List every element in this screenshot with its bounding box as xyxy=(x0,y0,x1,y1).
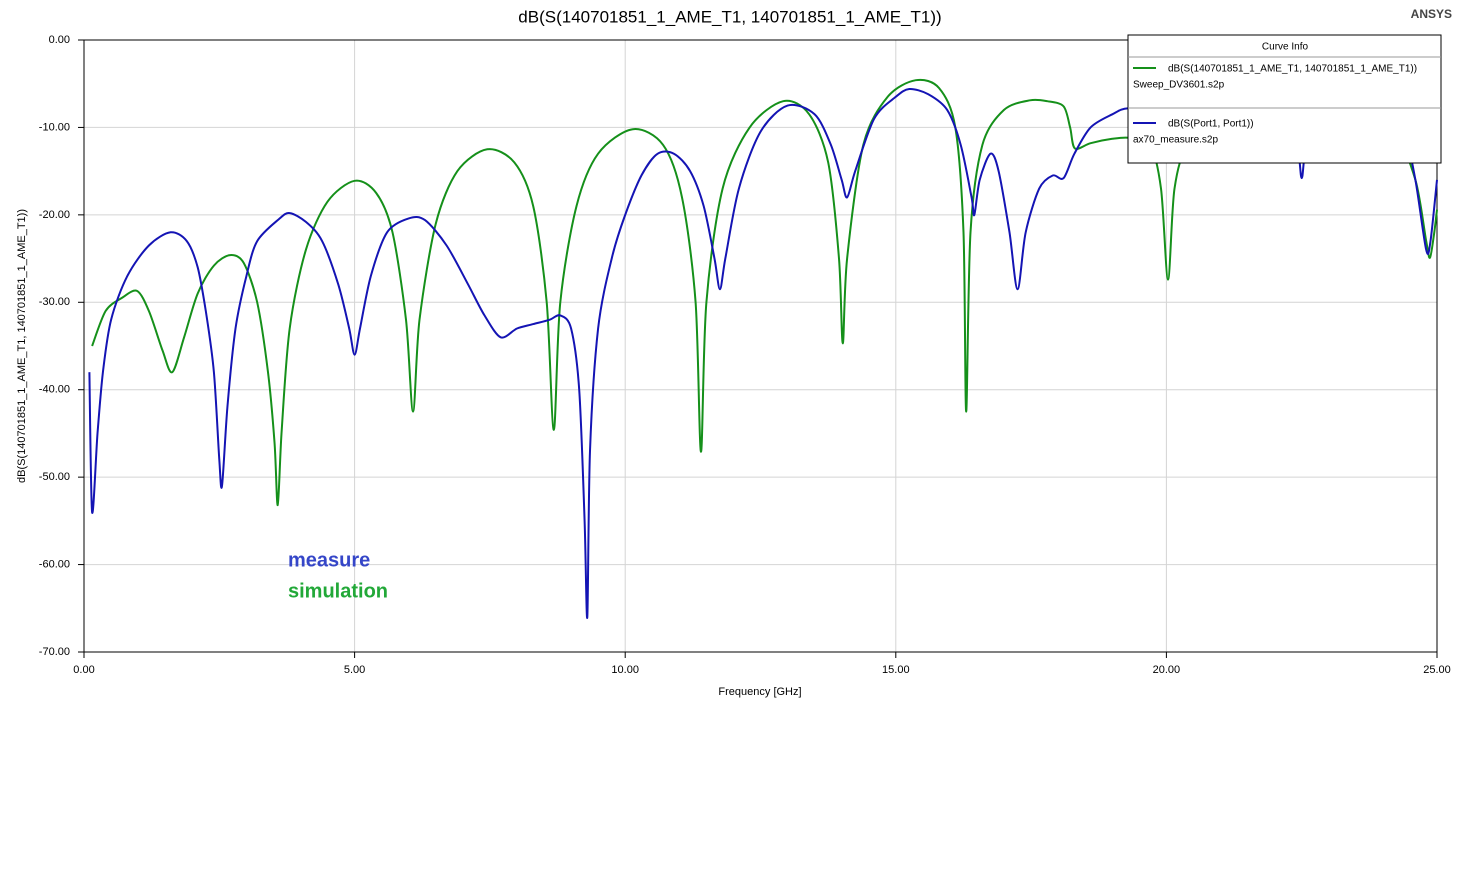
legend-source: Sweep_DV3601.s2p xyxy=(1133,80,1225,91)
annotation: simulation xyxy=(288,580,388,602)
chart-title: dB(S(140701851_1_AME_T1, 140701851_1_AME… xyxy=(518,7,941,26)
x-tick-label: 0.00 xyxy=(73,664,94,676)
y-tick-label: -10.00 xyxy=(39,121,70,133)
brand: ANSYS xyxy=(1411,7,1452,21)
x-tick-label: 25.00 xyxy=(1423,664,1451,676)
x-tick-label: 20.00 xyxy=(1153,664,1181,676)
x-tick-label: 10.00 xyxy=(611,664,639,676)
y-tick-label: -40.00 xyxy=(39,384,70,396)
y-tick-label: -30.00 xyxy=(39,296,70,308)
legend-box xyxy=(1127,34,1442,164)
y-tick-label: -60.00 xyxy=(39,558,70,570)
y-axis-label: dB(S(140701851_1_AME_T1, 140701851_1_AME… xyxy=(16,209,28,483)
annotation: measure xyxy=(288,549,370,571)
legend-title: Curve Info xyxy=(1262,42,1309,53)
y-tick-label: -70.00 xyxy=(39,646,70,658)
legend-label: dB(S(Port1, Port1)) xyxy=(1168,119,1254,130)
plot-frame xyxy=(83,39,1438,653)
series-line xyxy=(88,87,1438,619)
x-axis-label: Frequency [GHz] xyxy=(718,686,801,698)
legend-source: ax70_measure.s2p xyxy=(1133,135,1218,146)
y-tick-label: -20.00 xyxy=(39,209,70,221)
x-tick-label: 15.00 xyxy=(882,664,910,676)
y-tick-label: -50.00 xyxy=(39,471,70,483)
y-tick-label: 0.00 xyxy=(49,34,70,46)
legend-label: dB(S(140701851_1_AME_T1, 140701851_1_AME… xyxy=(1168,64,1417,75)
x-tick-label: 5.00 xyxy=(344,664,365,676)
